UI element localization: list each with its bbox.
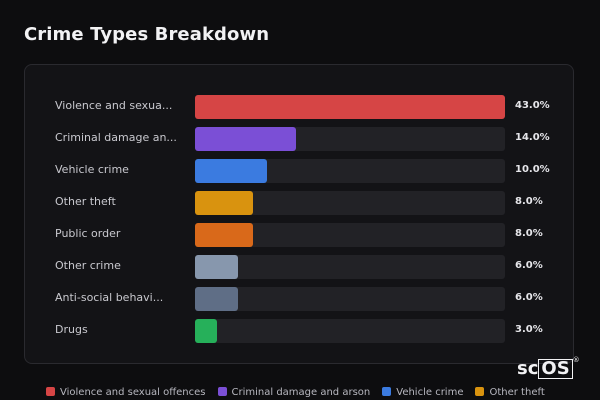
bar[interactable] bbox=[195, 255, 239, 279]
bar-track bbox=[195, 127, 505, 151]
value-label: 6.0% bbox=[515, 260, 543, 271]
value-label: 8.0% bbox=[515, 228, 543, 239]
category-label: Drugs bbox=[55, 323, 88, 336]
legend-item[interactable]: Other theft bbox=[475, 387, 545, 398]
bar[interactable] bbox=[195, 159, 268, 183]
logo-boxed: OS bbox=[538, 359, 573, 379]
legend-item[interactable]: Vehicle crime bbox=[382, 387, 463, 398]
scos-logo: sc OS ® bbox=[517, 356, 580, 379]
bar[interactable] bbox=[195, 127, 296, 151]
value-label: 43.0% bbox=[515, 100, 550, 111]
legend-swatch bbox=[475, 387, 485, 396]
logo-prefix: sc bbox=[517, 358, 539, 379]
category-label: Other crime bbox=[55, 259, 121, 272]
legend-item[interactable]: Violence and sexual offences bbox=[46, 387, 206, 398]
value-label: 6.0% bbox=[515, 292, 543, 303]
bar-row: Anti-social behavi... 6.0% bbox=[25, 287, 575, 311]
legend-swatch bbox=[382, 387, 392, 396]
category-label: Other theft bbox=[55, 195, 116, 208]
category-label: Criminal damage an... bbox=[55, 131, 177, 144]
value-label: 14.0% bbox=[515, 132, 550, 143]
value-label: 8.0% bbox=[515, 196, 543, 207]
category-label: Public order bbox=[55, 227, 121, 240]
bar-track bbox=[195, 191, 505, 215]
bar-row: Vehicle crime 10.0% bbox=[25, 159, 575, 183]
bar[interactable] bbox=[195, 287, 239, 311]
legend-label: Violence and sexual offences bbox=[60, 387, 206, 398]
bar[interactable] bbox=[195, 319, 217, 343]
bar-track bbox=[195, 319, 505, 343]
chart-card: Violence and sexua... 43.0% Criminal damag… bbox=[24, 64, 574, 364]
legend-swatch bbox=[46, 387, 55, 396]
bar-row: Public order 8.0% bbox=[25, 223, 575, 247]
legend-item[interactable]: Criminal damage and arson bbox=[217, 387, 371, 398]
bar-track bbox=[195, 223, 505, 247]
category-label: Violence and sexua... bbox=[55, 99, 173, 112]
bar-row: Other theft 8.0% bbox=[25, 191, 575, 215]
bar-row: Criminal damage an... 14.0% bbox=[25, 127, 575, 151]
chart-legend: Violence and sexual offences Criminal dam… bbox=[46, 387, 557, 400]
category-label: Vehicle crime bbox=[55, 163, 129, 176]
bar-row: Violence and sexua... 43.0% bbox=[25, 95, 575, 119]
bar-track bbox=[195, 255, 505, 279]
bar[interactable] bbox=[195, 191, 253, 215]
bar-track bbox=[195, 159, 505, 183]
legend-label: Criminal damage and arson bbox=[231, 387, 371, 398]
bar[interactable] bbox=[195, 95, 505, 119]
bar-row: Drugs 3.0% bbox=[25, 319, 575, 343]
legend-label: Vehicle crime bbox=[396, 387, 464, 398]
bar-row: Other crime 6.0% bbox=[25, 255, 575, 279]
legend-label: Other theft bbox=[489, 387, 545, 398]
legend-swatch bbox=[217, 387, 227, 396]
chart-title: Crime Types Breakdown bbox=[24, 24, 270, 45]
bar-track bbox=[195, 95, 505, 119]
value-label: 10.0% bbox=[515, 164, 550, 175]
bar-track bbox=[195, 287, 505, 311]
logo-registered-mark: ® bbox=[572, 356, 580, 364]
category-label: Anti-social behavi... bbox=[55, 291, 164, 304]
bar[interactable] bbox=[195, 223, 253, 247]
value-label: 3.0% bbox=[515, 324, 543, 335]
